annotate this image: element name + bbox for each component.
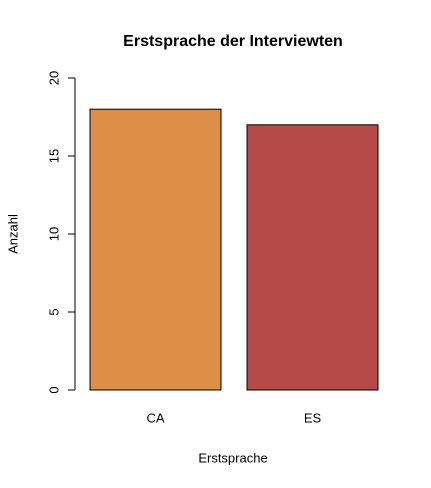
y-tick-label: 20 xyxy=(46,71,61,85)
bar xyxy=(89,108,222,391)
y-tick-label: 10 xyxy=(46,227,61,241)
y-tick-label: 5 xyxy=(46,308,61,315)
chart-title: Erstsprache der Interviewten xyxy=(123,33,343,50)
y-tick-label: 0 xyxy=(46,386,61,393)
x-tick-label: CA xyxy=(146,410,164,425)
y-tick-label: 15 xyxy=(46,149,61,163)
y-axis-label: Anzahl xyxy=(5,214,20,254)
bar xyxy=(246,124,379,391)
x-tick-label: ES xyxy=(304,410,322,425)
x-axis-label: Erstsprache xyxy=(198,450,267,465)
